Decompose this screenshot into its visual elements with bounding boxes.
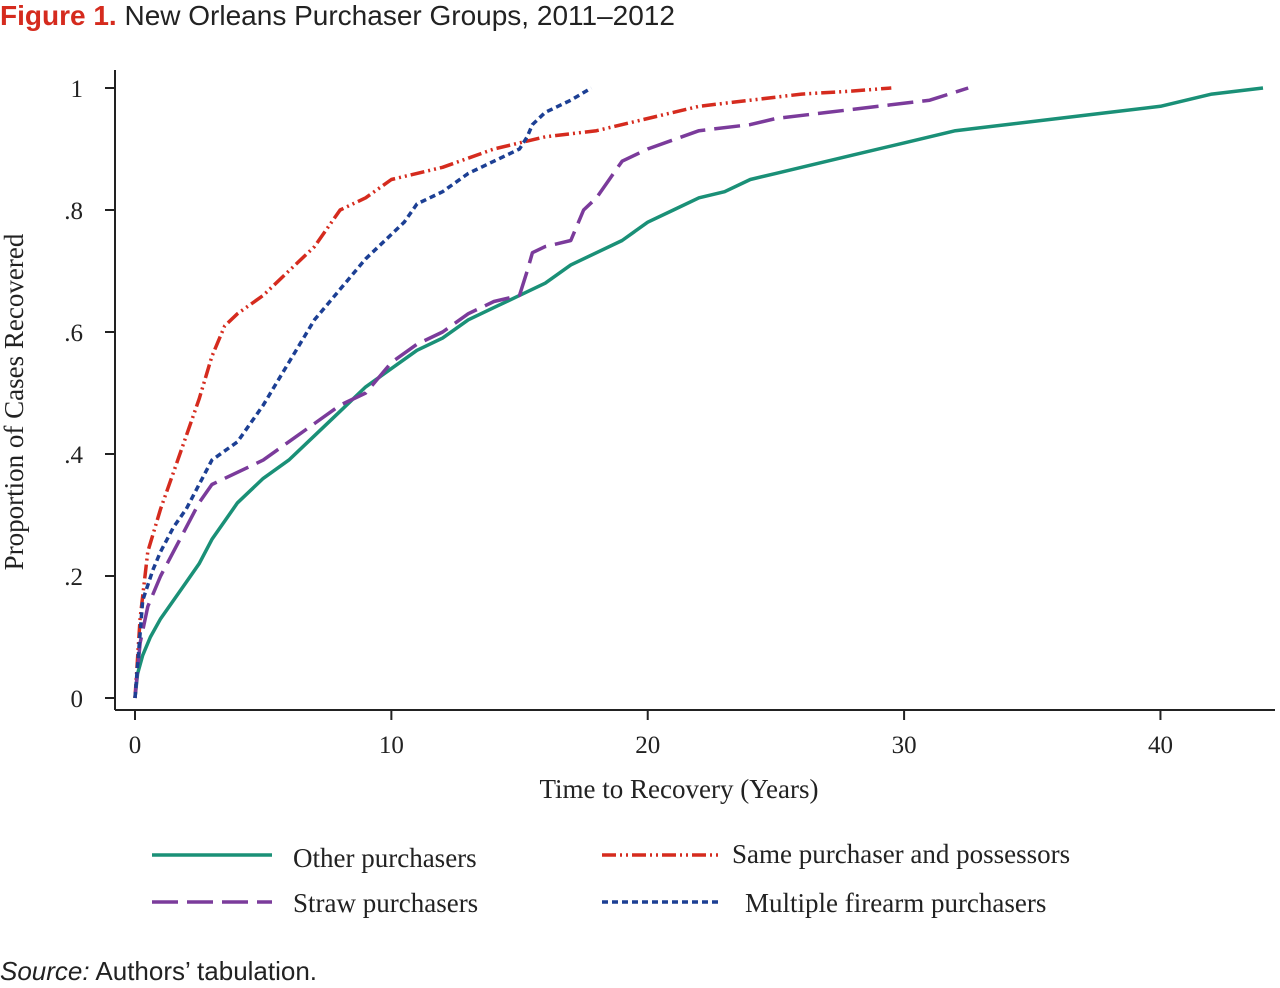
x-tick-label: 10 <box>379 732 404 759</box>
y-tick-label: .8 <box>64 198 83 225</box>
series-line-3 <box>133 86 593 699</box>
series-line-2 <box>133 86 969 699</box>
legend-label-0: Other purchasers <box>293 843 477 873</box>
line-chart: 0 10 20 30 40 0 .2 .4 .6 .8 1 Time to Recovery (Ye… <box>0 70 1275 918</box>
y-tick-label: 0 <box>71 686 84 713</box>
source-note: Source: Authors’ tabulation. <box>0 956 317 987</box>
x-tick-label: 0 <box>129 732 142 759</box>
y-tick-label: .6 <box>64 320 83 347</box>
series-line-1 <box>133 86 892 699</box>
series-layer <box>133 86 1264 699</box>
x-tick-label: 20 <box>635 732 660 759</box>
x-tick-label: 30 <box>892 732 917 759</box>
legend-label-3: Multiple firearm purchasers <box>745 888 1046 918</box>
x-axis-label: Time to Recovery (Years) <box>540 774 819 804</box>
y-axis-label: Proportion of Cases Recovered <box>0 233 29 570</box>
figure-title: Figure 1. New Orleans Purchaser Groups, … <box>0 0 675 32</box>
x-tick-label: 40 <box>1148 732 1173 759</box>
figure-label: Figure 1. <box>0 0 117 31</box>
series-line-0 <box>133 86 1264 699</box>
axes: 0 10 20 30 40 0 .2 .4 .6 .8 1 <box>64 70 1275 759</box>
figure-title-text: New Orleans Purchaser Groups, 2011–2012 <box>124 0 675 31</box>
source-label: Source: <box>0 956 90 986</box>
legend-label-1: Same purchaser and possessors <box>732 839 1070 869</box>
legend: Other purchasers Same purchaser and posse… <box>152 839 1070 918</box>
y-tick-label: .4 <box>64 442 83 469</box>
source-text: Authors’ tabulation. <box>95 956 318 986</box>
y-tick-label: 1 <box>71 76 84 103</box>
y-tick-label: .2 <box>64 564 83 591</box>
legend-label-2: Straw purchasers <box>293 888 478 918</box>
